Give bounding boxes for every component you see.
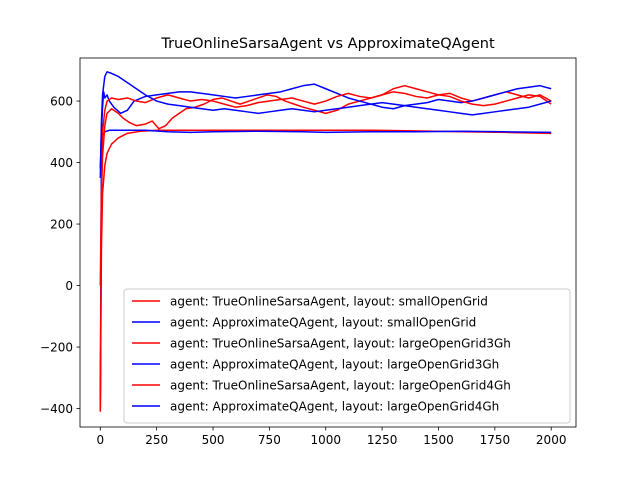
legend-label-1: agent: TrueOnlineSarsaAgent, layout: sma… bbox=[170, 294, 488, 308]
series-line-6 bbox=[99, 71, 552, 178]
y-tick-label: 0 bbox=[65, 279, 73, 293]
series-line-3 bbox=[99, 91, 552, 286]
series-line-5 bbox=[99, 84, 552, 412]
x-tick-label: 1750 bbox=[480, 433, 511, 447]
legend-label-6: agent: ApproximateQAgent, layout: largeO… bbox=[170, 399, 499, 413]
legend-label-2: agent: ApproximateQAgent, layout: smallO… bbox=[170, 315, 476, 329]
x-tick-label: 2000 bbox=[536, 433, 567, 447]
y-tick-label: 200 bbox=[50, 217, 73, 231]
x-tick-label: 1000 bbox=[310, 433, 341, 447]
legend: agent: TrueOnlineSarsaAgent, layout: sma… bbox=[123, 288, 571, 424]
axes-layer: 0 250 500 750 1000 1250 1500 1750 2000 −400 −200 0 2… bbox=[40, 57, 577, 447]
y-tick-label: 600 bbox=[50, 94, 73, 108]
x-tick-label: 1250 bbox=[367, 433, 398, 447]
chart-title: TrueOnlineSarsaAgent vs ApproximateQAgen… bbox=[160, 36, 495, 52]
legend-box bbox=[123, 288, 571, 424]
x-tick-label: 1500 bbox=[423, 433, 454, 447]
x-tick-label: 250 bbox=[145, 433, 168, 447]
y-tick-label: 400 bbox=[50, 156, 73, 170]
series-line-1 bbox=[99, 129, 552, 412]
legend-label-5: agent: TrueOnlineSarsaAgent, layout: lar… bbox=[170, 378, 511, 392]
plot-frame bbox=[79, 57, 577, 428]
x-tick-label: 0 bbox=[96, 433, 104, 447]
series-layer bbox=[99, 71, 552, 412]
x-tick-label: 500 bbox=[202, 433, 225, 447]
legend-label-3: agent: TrueOnlineSarsaAgent, layout: lar… bbox=[170, 336, 511, 350]
y-tick-label: −400 bbox=[40, 402, 73, 416]
x-tick-label: 750 bbox=[258, 433, 281, 447]
legend-label-4: agent: ApproximateQAgent, layout: largeO… bbox=[170, 357, 499, 371]
y-tick-label: −200 bbox=[40, 340, 73, 354]
